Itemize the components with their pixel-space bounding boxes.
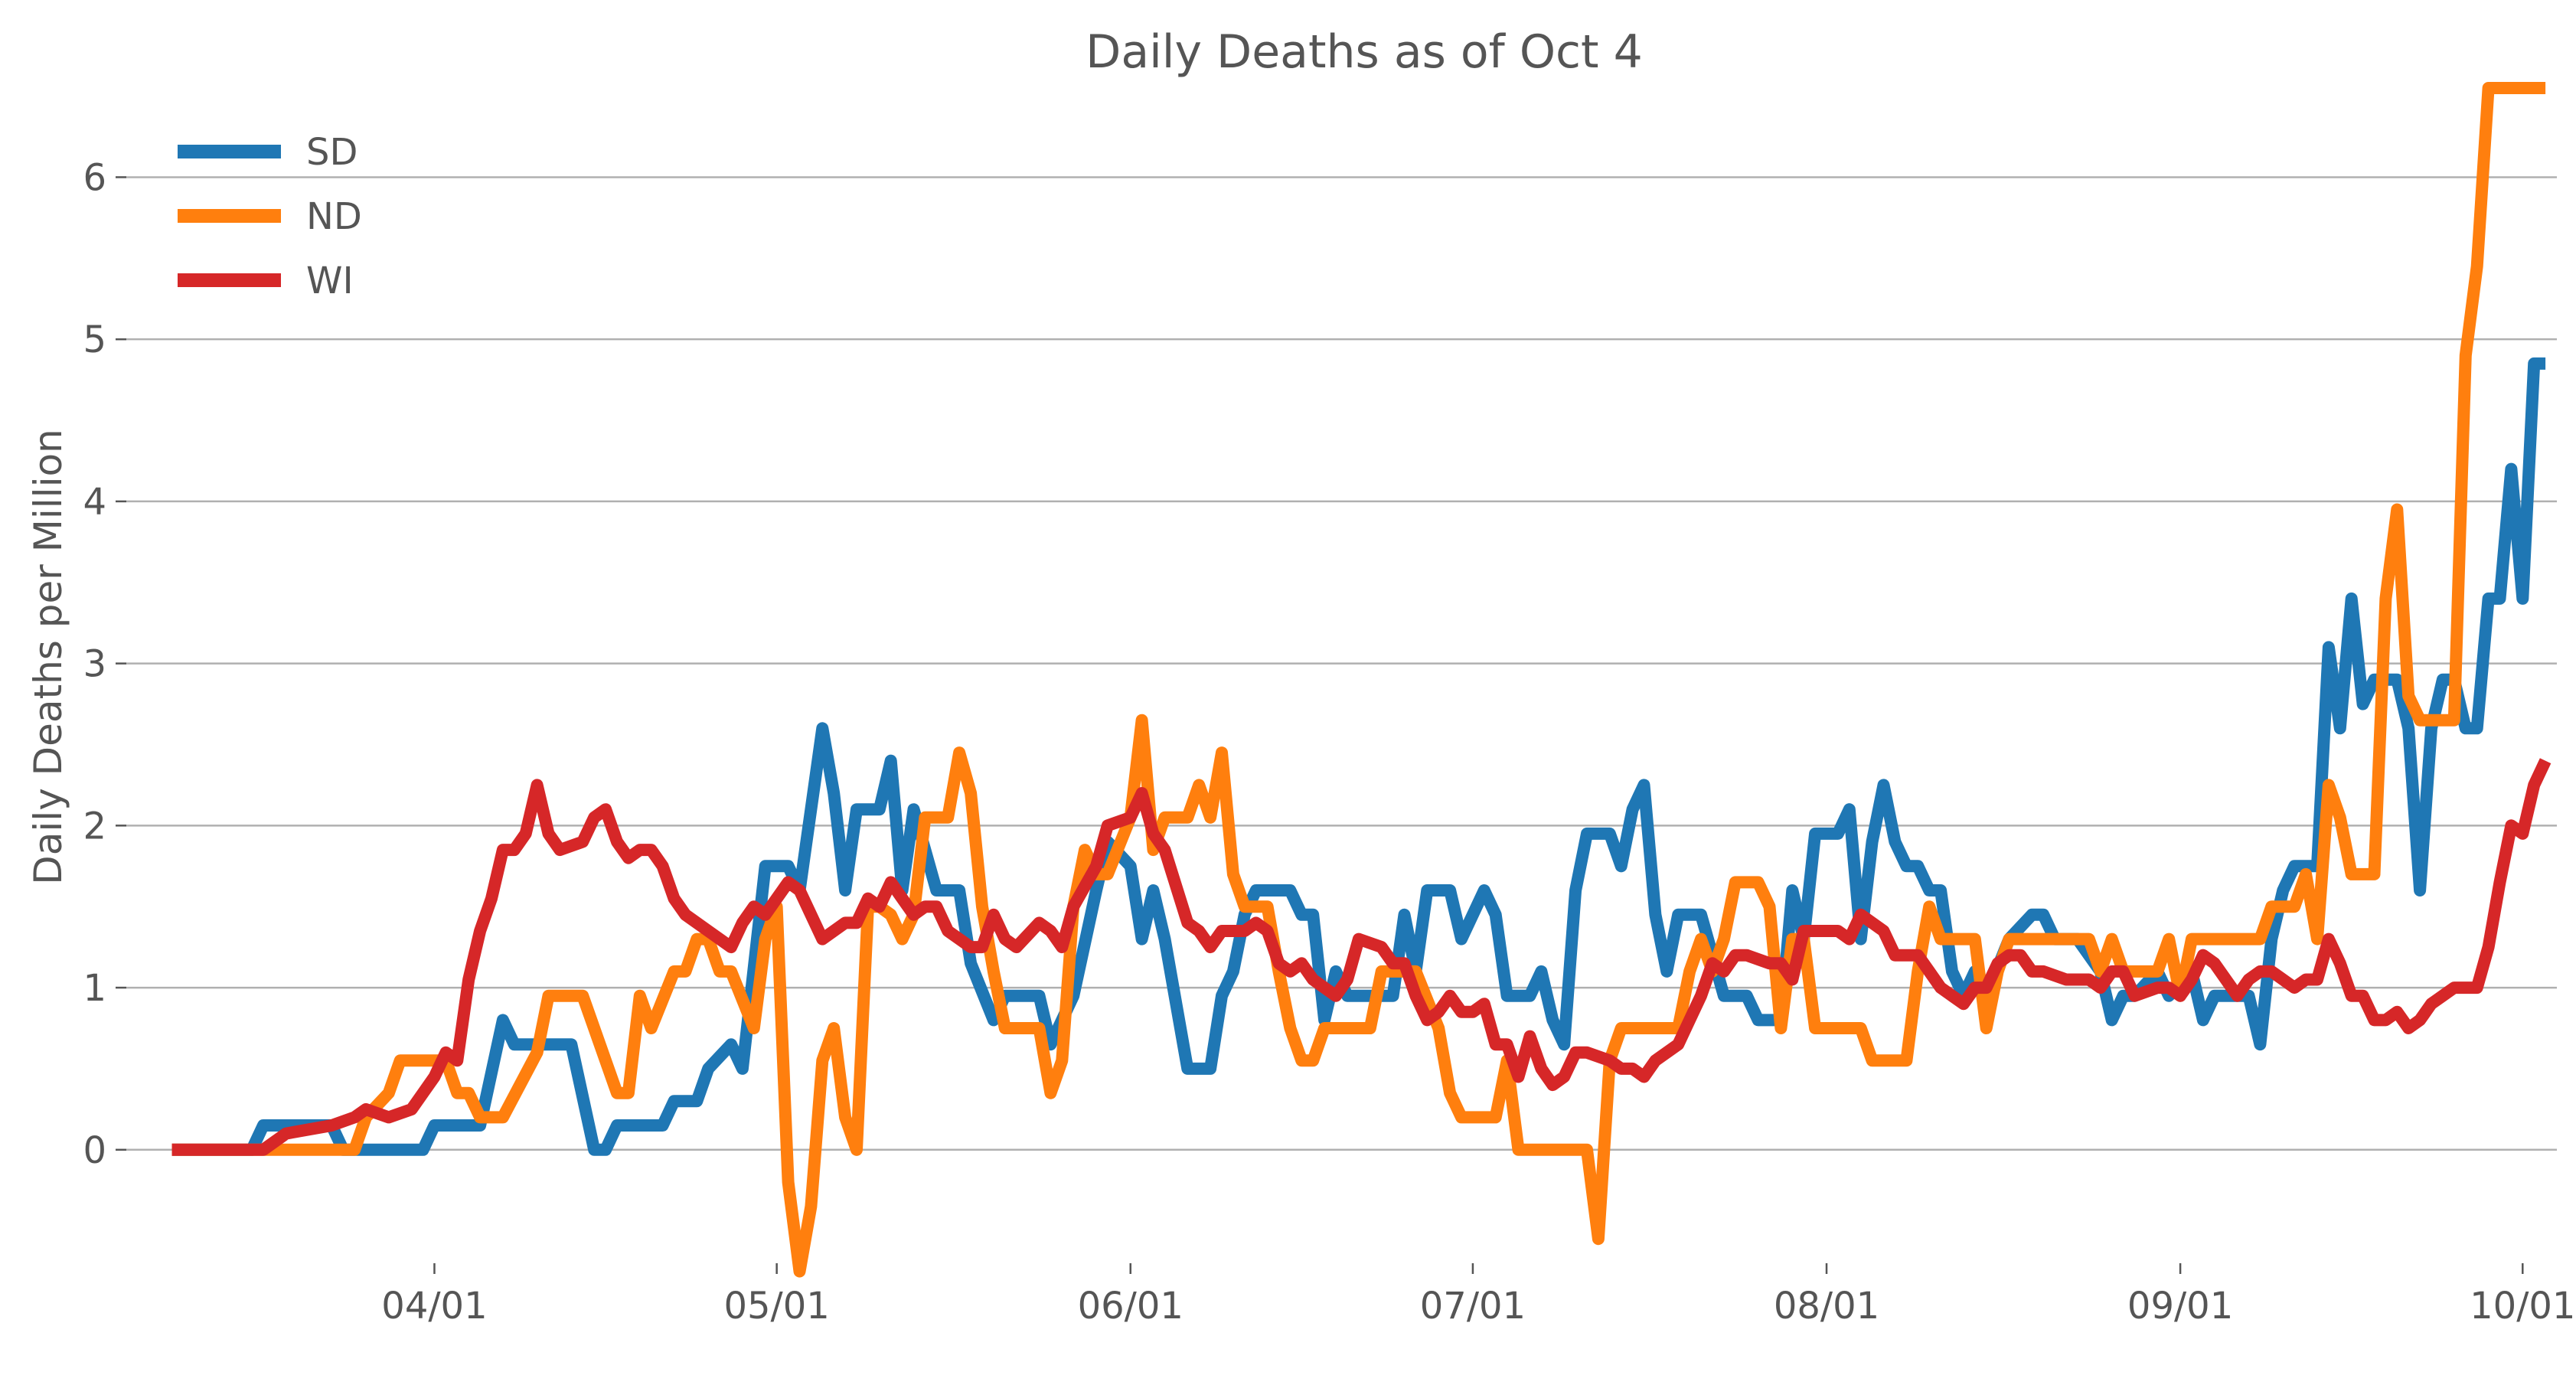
x-axis-ticks: 04/01 05/01 06/01 07/01 08/01 09/01 10/01 [381,1263,2575,1328]
y-tick-label: 4 [83,481,106,524]
y-tick-label: 5 [83,318,106,361]
y-tick-label: 3 [83,643,106,686]
x-tick-label: 10/01 [2470,1285,2575,1328]
chart-title: Daily Deaths as of Oct 4 [1086,25,1643,79]
legend: SD ND WI [178,131,362,302]
series-lines [171,82,2552,1278]
series-line-wi [171,758,2552,1156]
y-tick-label: 1 [83,967,106,1010]
y-tick-label: 0 [83,1129,106,1172]
series-line-sd [171,357,2546,1156]
x-tick-label: 07/01 [1420,1285,1526,1328]
x-tick-label: 06/01 [1078,1285,1184,1328]
y-axis-label: Daily Deaths per Million [26,429,70,884]
x-tick-label: 08/01 [1774,1285,1879,1328]
x-tick-label: 05/01 [723,1285,829,1328]
x-tick-label: 04/01 [381,1285,487,1328]
legend-label-nd: ND [306,195,362,238]
legend-label-sd: SD [306,131,358,174]
x-tick-label: 09/01 [2127,1285,2233,1328]
y-axis-ticks: 0 1 2 3 4 5 6 [83,156,126,1172]
y-tick-label: 2 [83,805,106,848]
grid-lines [126,176,2557,1151]
series-line-nd [171,82,2546,1278]
legend-label-wi: WI [306,260,354,302]
y-tick-label: 6 [83,156,106,199]
